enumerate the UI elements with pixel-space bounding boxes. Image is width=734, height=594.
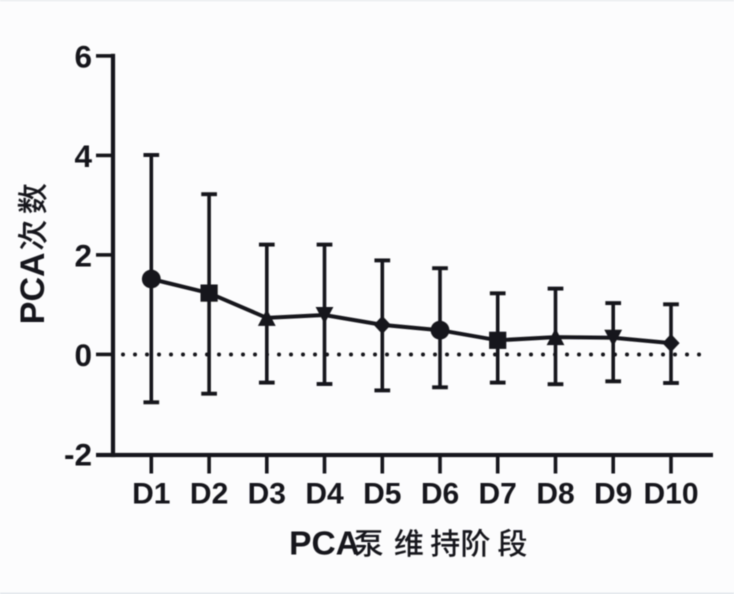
- svg-text:PCA: PCA: [14, 252, 52, 324]
- svg-text:D3: D3: [248, 478, 286, 511]
- svg-text:4: 4: [74, 138, 92, 174]
- svg-text:D5: D5: [363, 478, 401, 511]
- svg-text:PCA: PCA: [289, 526, 360, 563]
- svg-text:-2: -2: [64, 437, 92, 473]
- svg-text:D2: D2: [190, 478, 228, 511]
- svg-text:D1: D1: [132, 478, 170, 511]
- svg-text:D6: D6: [421, 478, 459, 511]
- svg-text:6: 6: [74, 39, 92, 75]
- svg-text:D10: D10: [643, 478, 698, 511]
- svg-text:D4: D4: [305, 478, 344, 511]
- svg-text:D7: D7: [479, 478, 517, 511]
- svg-text:D8: D8: [536, 478, 574, 511]
- svg-text:2: 2: [74, 238, 92, 274]
- svg-text:0: 0: [74, 337, 92, 373]
- svg-text:D9: D9: [594, 478, 632, 511]
